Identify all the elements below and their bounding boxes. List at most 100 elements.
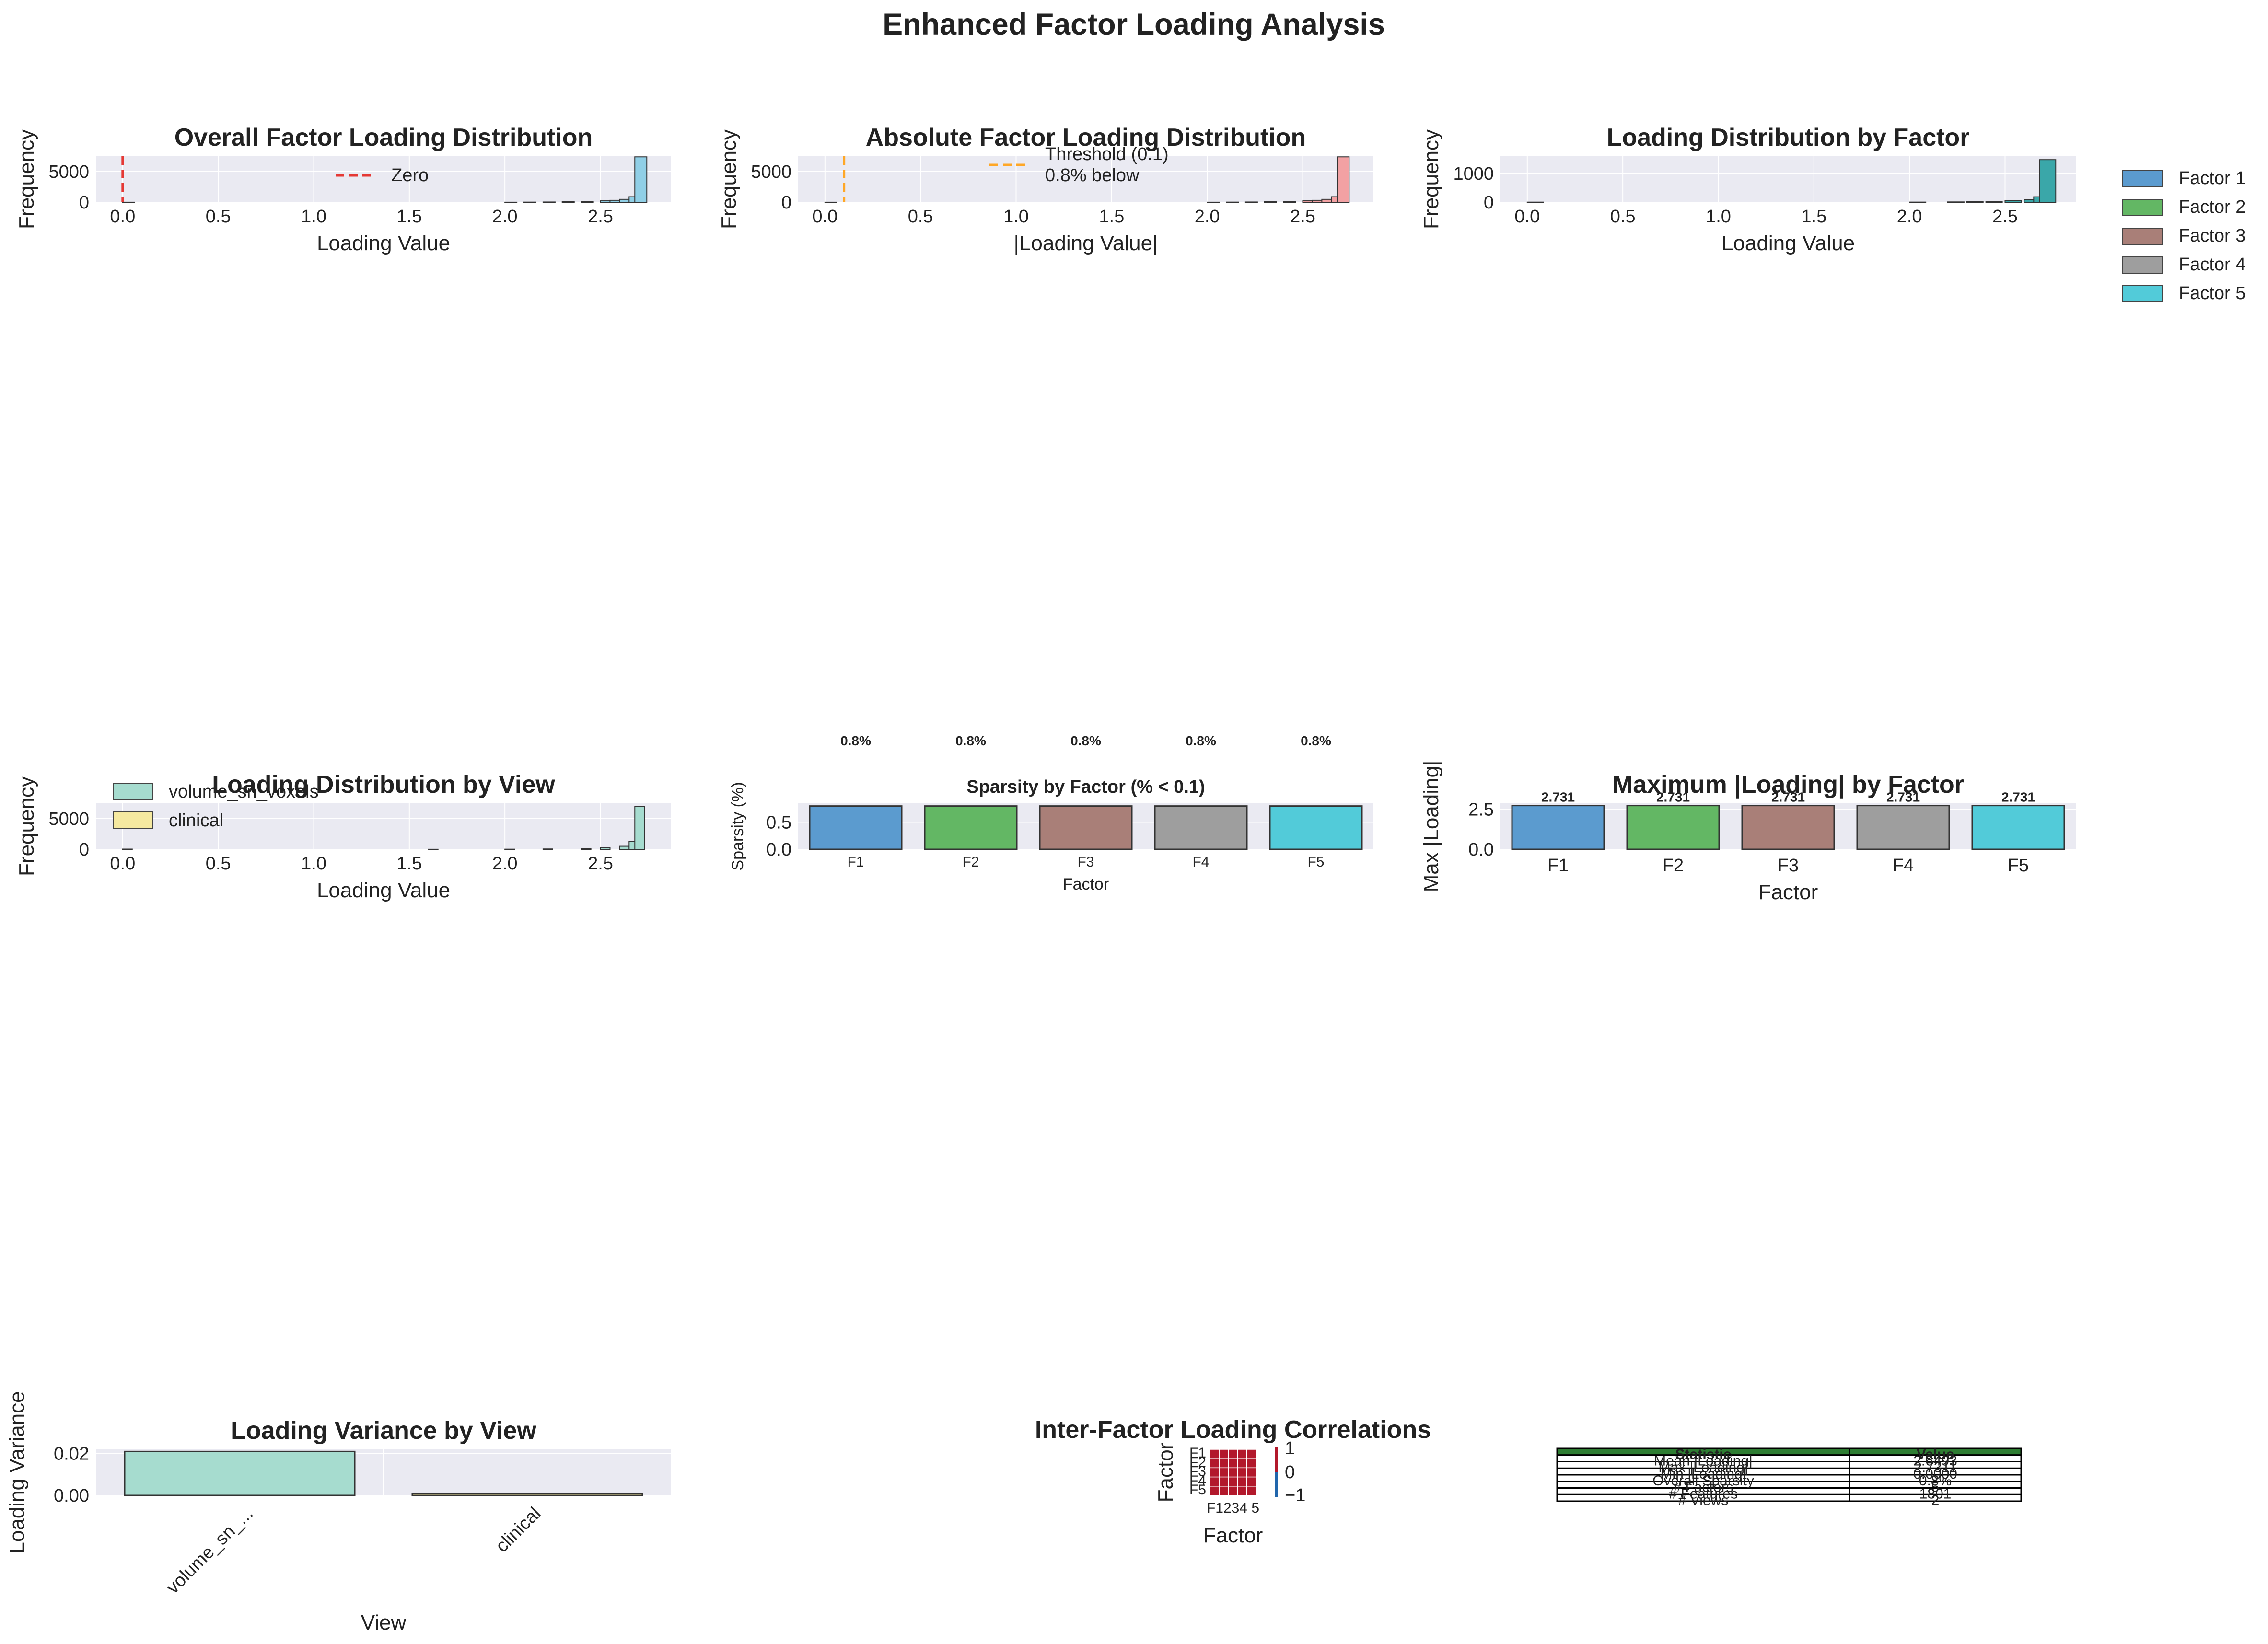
legend-label: volume_sn_voxels — [169, 782, 319, 802]
x-tick-label: 2.0 — [492, 207, 518, 227]
bar-value-label: 2.731 — [1771, 790, 1805, 805]
heatmap-cell — [1246, 1467, 1256, 1478]
y-axis-label: Frequency — [15, 129, 38, 229]
table-cell: Mean |Loading| — [1654, 1453, 1753, 1469]
heatmap-cell — [1210, 1467, 1220, 1478]
x-tick-label: 0.0 — [812, 207, 837, 227]
figure-title: Enhanced Factor Loading Analysis — [883, 8, 1385, 41]
y-tick-label: 2.5 — [1468, 799, 1494, 820]
y-tick-label: 0 — [79, 193, 89, 213]
x-tick-label: F4 — [1893, 856, 1914, 876]
histogram-bar — [1337, 156, 1350, 203]
panel-sparsity: 0.8% F1 0.8% F2 0.8% F3 0.8% F4 0.8% F5 0.0 0.5 Spar… — [729, 733, 1373, 893]
x-tick-label: F5 — [1307, 854, 1324, 870]
x-tick-label: 0.5 — [1610, 207, 1636, 227]
sparsity-bar — [1154, 805, 1248, 850]
heatmap-cell — [1228, 1458, 1238, 1469]
x-tick-label: F3 — [1077, 854, 1094, 870]
histogram-bar — [581, 848, 592, 850]
bar-value-label: 2.731 — [1886, 790, 1920, 805]
x-tick-label: 0.0 — [110, 854, 135, 874]
heatmap-cell — [1237, 1476, 1247, 1487]
y-axis-label: Frequency — [1419, 129, 1443, 229]
y-tick-label: 0.02 — [54, 1444, 89, 1464]
panel-absolute-distribution: Threshold (0.1)0.8% below 0.0 0.5 1.0 1.5 2.0… — [717, 124, 1373, 255]
x-tick-label: 0.0 — [1514, 207, 1540, 227]
x-tick-label: 1.5 — [396, 854, 422, 874]
max-loading-bar — [1626, 805, 1720, 850]
table-cell: # Factors — [1673, 1480, 1733, 1495]
y-tick-label: 0 — [1484, 193, 1494, 213]
histogram-bar — [1283, 201, 1296, 203]
heatmap-cell — [1228, 1467, 1238, 1478]
table-cell: 0.8% — [1919, 1473, 1952, 1489]
bar-value-label: 2.731 — [2001, 790, 2035, 805]
x-axis-label: Factor — [1063, 875, 1109, 893]
x-tick-label: 1.0 — [301, 207, 326, 227]
heatmap-cell — [1246, 1458, 1256, 1469]
x-tick-label: volume_sn_... — [163, 1504, 257, 1598]
heatmap-cell — [1228, 1449, 1238, 1459]
bar-value-label: 2.731 — [1541, 790, 1575, 805]
legend-label: Factor 1 — [2179, 168, 2245, 188]
table-cell: # Features — [1669, 1486, 1737, 1502]
colorbar-tick-label: 0 — [1285, 1462, 1295, 1482]
y-tick-label: 1000 — [1453, 164, 1494, 184]
table-cell: 2 — [1931, 1493, 1940, 1508]
table-cell: Max |Loading| — [1658, 1459, 1748, 1475]
heatmap-cell — [1237, 1467, 1247, 1478]
x-tick-label: 2.5 — [1290, 207, 1315, 227]
legend-label: Factor 2 — [2179, 197, 2245, 217]
heatmap-cell — [1246, 1486, 1256, 1496]
y-tick-label: F3 — [1189, 1464, 1206, 1480]
x-tick-label: 2.5 — [1992, 207, 2018, 227]
heatmap-cell — [1219, 1486, 1229, 1496]
histogram-bar — [581, 201, 594, 203]
x-tick-label: F3 — [1778, 856, 1799, 876]
heatmap-cell — [1219, 1449, 1229, 1459]
sparsity-bar — [924, 805, 1018, 850]
chart-title: Loading Distribution by Factor — [1607, 124, 1970, 151]
x-tick-label: 2.5 — [588, 854, 613, 874]
table-cell: Min |Loading| — [1660, 1466, 1746, 1482]
max-loading-bar — [1511, 805, 1605, 850]
legend-swatch — [113, 783, 153, 800]
y-tick-label: 5000 — [48, 809, 89, 829]
table-header-cell: Value — [1917, 1447, 1954, 1462]
x-tick-label: 0.5 — [908, 207, 933, 227]
table-cell: 1801 — [1919, 1486, 1952, 1502]
x-axis-label: |Loading Value| — [1014, 232, 1158, 255]
x-axis-label: Loading Value — [317, 879, 450, 902]
table-cell: 2.7311 — [1914, 1459, 1957, 1475]
y-tick-label: F1 — [1189, 1445, 1206, 1461]
x-tick-label: 0.5 — [206, 854, 231, 874]
heatmap-cell — [1210, 1458, 1220, 1469]
y-axis-label: Max |Loading| — [1419, 761, 1443, 892]
panel-summary-table: Statistic Value Mean |Loading| 2.6493 Max |L… — [1556, 1447, 2022, 1508]
max-loading-bar — [1741, 805, 1835, 850]
y-tick-label: F4 — [1189, 1473, 1206, 1489]
legend-swatch — [2122, 228, 2163, 245]
heatmap-cell — [1210, 1476, 1220, 1487]
chart-title: Overall Factor Loading Distribution — [174, 124, 593, 151]
heatmap-cell — [1210, 1486, 1220, 1496]
table-header-cell: Statistic — [1675, 1447, 1732, 1462]
chart-title: Sparsity by Factor (% < 0.1) — [966, 777, 1205, 797]
y-axis-label: Loading Variance — [5, 1391, 29, 1553]
x-tick-label: 2.5 — [588, 207, 613, 227]
y-tick-label: 0 — [781, 193, 791, 213]
x-tick-label: F4 — [1192, 854, 1209, 870]
heatmap-cell — [1228, 1476, 1238, 1487]
legend-label: Threshold (0.1) — [1045, 144, 1169, 164]
max-loading-bar — [1971, 805, 2065, 850]
x-tick-label: clinical — [492, 1504, 545, 1556]
x-tick-label: 1.5 — [1099, 207, 1124, 227]
bar-value-label: 2.731 — [1656, 790, 1690, 805]
chart-title: Loading Distribution by View — [212, 771, 555, 799]
x-tick-label: 1.0 — [301, 854, 326, 874]
chart-title: Loading Variance by View — [231, 1417, 536, 1445]
colorbar-tick-label: 1 — [1285, 1438, 1295, 1459]
table-cell: # Views — [1678, 1493, 1729, 1508]
heatmap-cell — [1219, 1476, 1229, 1487]
